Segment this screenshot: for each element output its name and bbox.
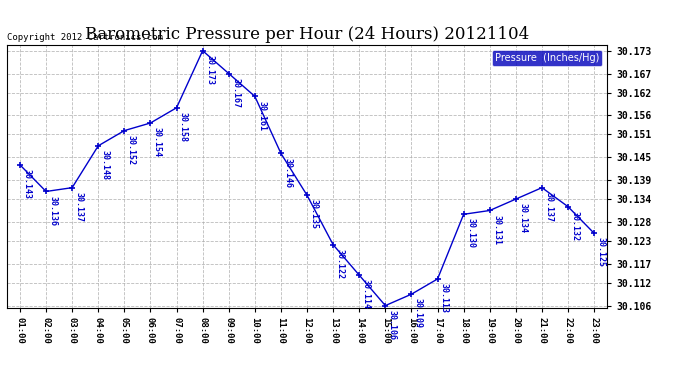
Text: 30.158: 30.158 (179, 112, 188, 142)
Text: 30.137: 30.137 (544, 192, 553, 222)
Text: 30.137: 30.137 (75, 192, 83, 222)
Text: 30.135: 30.135 (310, 200, 319, 230)
Text: 30.148: 30.148 (101, 150, 110, 180)
Text: 30.113: 30.113 (440, 283, 449, 313)
Text: 30.136: 30.136 (48, 196, 57, 226)
Text: 30.154: 30.154 (153, 127, 162, 157)
Text: 30.125: 30.125 (597, 237, 606, 267)
Text: Copyright 2012 Cartronics.com: Copyright 2012 Cartronics.com (7, 33, 163, 42)
Text: 30.130: 30.130 (466, 219, 475, 249)
Text: 30.114: 30.114 (362, 279, 371, 309)
Title: Barometric Pressure per Hour (24 Hours) 20121104: Barometric Pressure per Hour (24 Hours) … (85, 27, 529, 44)
Text: 30.122: 30.122 (335, 249, 344, 279)
Text: 30.152: 30.152 (127, 135, 136, 165)
Text: 30.173: 30.173 (205, 55, 214, 85)
Text: 30.109: 30.109 (414, 298, 423, 328)
Text: 30.134: 30.134 (518, 203, 527, 233)
Text: 30.167: 30.167 (231, 78, 240, 108)
Legend: Pressure  (Inches/Hg): Pressure (Inches/Hg) (492, 50, 602, 66)
Text: 30.131: 30.131 (492, 214, 501, 244)
Text: 30.143: 30.143 (22, 169, 31, 199)
Text: 30.146: 30.146 (284, 158, 293, 188)
Text: 30.132: 30.132 (571, 211, 580, 241)
Text: 30.106: 30.106 (388, 310, 397, 340)
Text: 30.161: 30.161 (257, 100, 266, 130)
